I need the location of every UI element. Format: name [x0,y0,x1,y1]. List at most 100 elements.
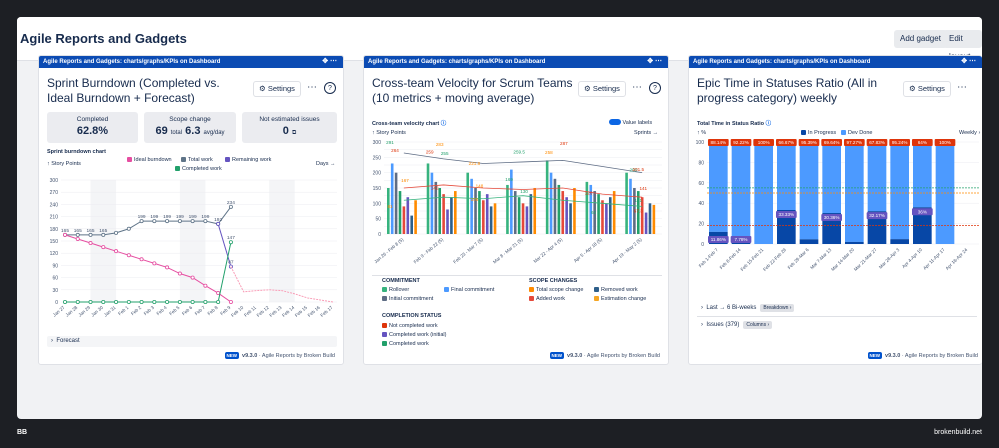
data-point [190,300,195,305]
edit-layout-button[interactable]: Edit layout [943,30,982,61]
moving-average-line [403,152,643,174]
settings-button[interactable]: ⚙ Settings [578,81,626,97]
bottom-value-label: 30.36% [824,215,840,220]
x-unit-label[interactable]: Sprints → [634,130,659,136]
data-point [101,232,106,237]
x-tick-label: Feb 1-Feb 7 [698,247,720,269]
legend-completed-initial[interactable]: Completed work (initial) [382,332,446,338]
site-url: brokenbuild.net [934,429,982,436]
legend-added-work[interactable]: Added work [529,296,565,302]
velocity-bar [557,184,561,234]
value-label: 62 [591,210,597,215]
x-tick-label: Jan 30 [90,305,104,318]
velocity-bar [585,181,589,234]
x-tick-label: Feb 2 [130,305,143,317]
data-point [139,257,144,262]
legend-removed-work[interactable]: Removed work [594,287,638,293]
issues-expander[interactable]: › Issues (379) Columns › [697,320,977,331]
legend-estimation-change[interactable]: Estimation change [594,296,646,302]
series-line [65,206,232,236]
top-label-bg [798,139,820,146]
top-value-label: 67.83% [869,140,885,145]
velocity-bar [394,172,398,234]
x-unit-label[interactable]: Weekly › [959,130,981,136]
help-icon[interactable]: ? [324,82,336,94]
velocity-bar [410,215,413,234]
x-tick-label: Feb 22-Feb 28 [762,247,787,272]
point-label: 234 [227,200,235,206]
legend-remaining-work[interactable]: Remaining work [225,157,271,163]
gadget-header-icons[interactable]: ✥ ⋯ [647,58,662,65]
legend-total-work[interactable]: Total work [181,157,213,163]
moving-average-line [403,195,643,207]
add-gadget-button[interactable]: Add gadget [894,30,947,48]
epic-time-gadget: Agile Reports and Gadgets: charts/graphs… [688,55,982,365]
data-point [216,291,221,296]
top-label-bg [753,139,774,146]
velocity-bar [633,188,636,234]
value-labels-toggle[interactable]: Value labels [609,119,652,126]
gadget-header-icons[interactable]: ✥ ⋯ [961,58,976,65]
forecast-expander[interactable]: › Forecast [47,336,337,347]
velocity-bar [402,206,406,234]
x-tick-label: Mar 7-Mar 13 [809,247,832,270]
y-tick-label: 60 [52,276,58,282]
gadget-footer: NEW v9.3.0 · Agile Reports by Broken Buil… [224,352,335,359]
velocity-bar [529,194,533,234]
help-icon[interactable]: ? [649,82,661,94]
y-tick-label: 300 [373,140,382,146]
y-tick-label: 0 [701,242,704,248]
legend-final-commitment[interactable]: Final commitment [444,287,494,293]
data-point [62,232,67,237]
gadget-header-icons[interactable]: ✥ ⋯ [322,58,337,65]
external-link-icon[interactable]: ⧉ [291,130,297,136]
x-unit-label[interactable]: Days → [316,161,336,167]
info-icon[interactable]: ⓘ [765,121,772,127]
velocity-bar [454,191,457,234]
point-label: 199 [163,214,171,220]
velocity-bar [605,203,608,234]
breakdown-expander[interactable]: › Last → 6 Bi-weeks Breakdown › [697,303,977,314]
data-point [190,219,195,224]
legend-total-scope-change[interactable]: Total scope change [529,287,583,293]
legend-dev-done[interactable]: Dev Done [841,130,872,136]
more-options-button[interactable]: ⋯ [307,82,317,93]
y-tick-label: 250 [373,155,382,161]
x-tick-label: Feb 15-Feb 21 [740,247,765,272]
data-point [126,300,131,305]
dev-done-bar [731,142,751,237]
legend-completed-work[interactable]: Completed work [175,166,222,172]
x-tick-label: Feb 9 - Feb 22 (5) [413,237,445,265]
settings-button[interactable]: ⚙ Settings [903,81,951,97]
legend-initial-commitment[interactable]: Initial commitment [382,296,433,302]
y-tick-label: 150 [50,239,59,245]
breakdown-tag[interactable]: Breakdown › [760,304,795,312]
columns-tag[interactable]: Columns › [743,321,773,329]
velocity-bar [474,188,477,234]
top-label-bg [821,139,842,146]
top-label-bg [708,139,729,146]
legend-completed-work[interactable]: Completed work [382,341,429,347]
x-tick-label: Feb 12 [256,305,271,318]
data-point [203,283,208,288]
x-tick-label: Feb 9 [219,305,232,317]
y-tick-label: 20 [698,222,704,228]
bottom-value-label: 11.86% [711,237,726,242]
completion-title: COMPLETION STATUS [382,313,442,319]
legend-ideal-burndown[interactable]: Ideal burndown [127,157,172,163]
more-options-button[interactable]: ⋯ [957,82,967,93]
velocity-bar [593,191,596,234]
legend-rollover[interactable]: Rollover [382,287,409,293]
x-tick-label: Feb 8 [207,305,220,317]
settings-button[interactable]: ⚙ Settings [253,81,301,97]
in-progress-bar [799,239,819,244]
point-label: 165 [74,228,82,234]
x-tick-label: Feb 15 [294,305,309,318]
in-progress-bar [890,239,909,244]
more-options-button[interactable]: ⋯ [632,82,642,93]
x-tick-label: Feb 16 [307,305,322,318]
legend-in-progress[interactable]: In Progress [801,130,836,136]
legend-not-completed[interactable]: Not completed work [382,323,438,329]
info-icon[interactable]: ⓘ [440,121,447,127]
velocity-bar [466,172,470,234]
